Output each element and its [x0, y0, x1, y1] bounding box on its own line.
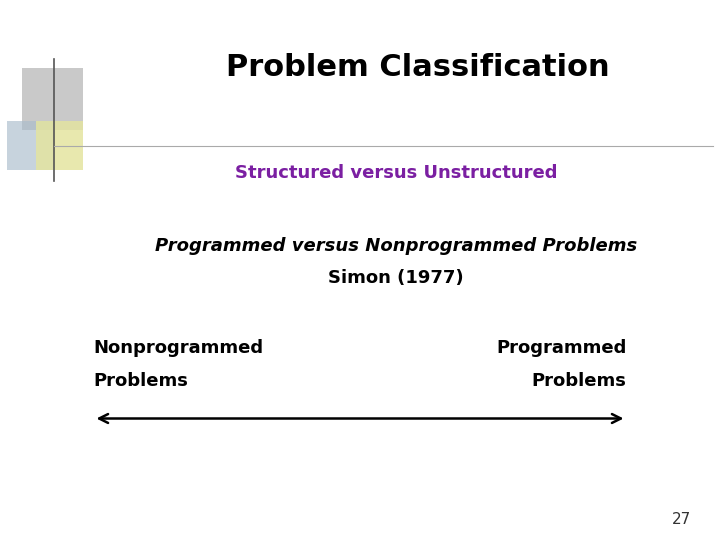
Text: Programmed: Programmed — [496, 339, 626, 357]
Text: 27: 27 — [672, 511, 691, 526]
Text: Problems: Problems — [531, 372, 626, 390]
Text: Structured versus Unstructured: Structured versus Unstructured — [235, 164, 557, 182]
Text: Nonprogrammed: Nonprogrammed — [94, 339, 264, 357]
Bar — [22, 68, 83, 130]
Text: Programmed versus Nonprogrammed Problems: Programmed versus Nonprogrammed Problems — [155, 237, 637, 255]
Bar — [36, 122, 83, 170]
Text: Simon (1977): Simon (1977) — [328, 269, 464, 287]
Bar — [7, 122, 54, 170]
Text: Problems: Problems — [94, 372, 189, 390]
Text: Problem Classification: Problem Classification — [226, 53, 609, 82]
